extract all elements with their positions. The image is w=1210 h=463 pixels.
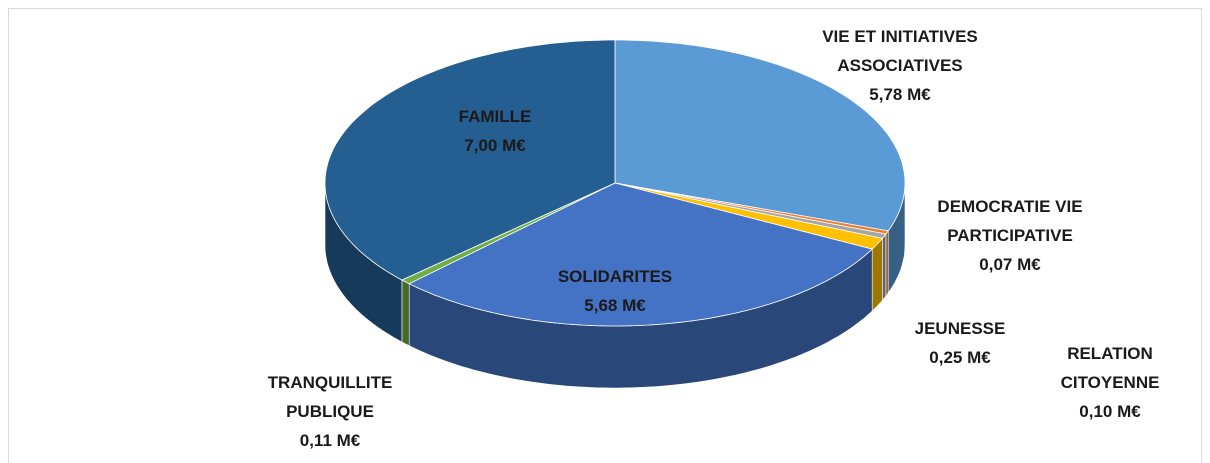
value-label: 5,68 M€ bbox=[584, 296, 646, 315]
slice bbox=[408, 182, 874, 327]
category-label: JEUNESSE bbox=[914, 319, 1006, 338]
slice-label: DEMOCRATIE VIE PARTICIPATIVE 0,07 M€ bbox=[910, 192, 1110, 279]
slice-side bbox=[871, 237, 883, 312]
chart-frame bbox=[8, 8, 1202, 463]
slice-label: SOLIDARITES 5,68 M€ bbox=[535, 262, 695, 320]
category-label: TRANQUILLITE PUBLIQUE bbox=[267, 373, 393, 421]
category-label: RELATION CITOYENNE bbox=[1060, 344, 1160, 392]
slice-label: FAMILLE 7,00 M€ bbox=[425, 102, 565, 160]
value-label: 5,78 M€ bbox=[869, 85, 931, 104]
value-label: 0,11 M€ bbox=[299, 431, 361, 450]
slice-side bbox=[882, 233, 887, 302]
value-label: 0,07 M€ bbox=[979, 255, 1041, 274]
category-label: FAMILLE bbox=[458, 107, 532, 126]
slice bbox=[614, 182, 884, 250]
slice-label: JEUNESSE 0,25 M€ bbox=[900, 314, 1020, 372]
slice-side bbox=[885, 229, 889, 297]
slice-label: VIE ET INITIATIVES ASSOCIATIVES 5,78 M€ bbox=[780, 22, 1020, 109]
category-label: SOLIDARITES bbox=[557, 267, 673, 286]
slice-label: RELATION CITOYENNE 0,10 M€ bbox=[1040, 339, 1180, 426]
slice-side bbox=[401, 279, 410, 347]
category-label: VIE ET INITIATIVES ASSOCIATIVES bbox=[822, 27, 978, 75]
value-label: 0,25 M€ bbox=[929, 348, 991, 367]
value-label: 7,00 M€ bbox=[464, 136, 526, 155]
slice bbox=[614, 39, 906, 232]
category-label: DEMOCRATIE VIE PARTICIPATIVE bbox=[937, 197, 1083, 245]
slice-label: TRANQUILLITE PUBLIQUE 0,11 M€ bbox=[250, 368, 410, 455]
value-label: 0,10 M€ bbox=[1079, 402, 1141, 421]
slice bbox=[324, 39, 616, 281]
